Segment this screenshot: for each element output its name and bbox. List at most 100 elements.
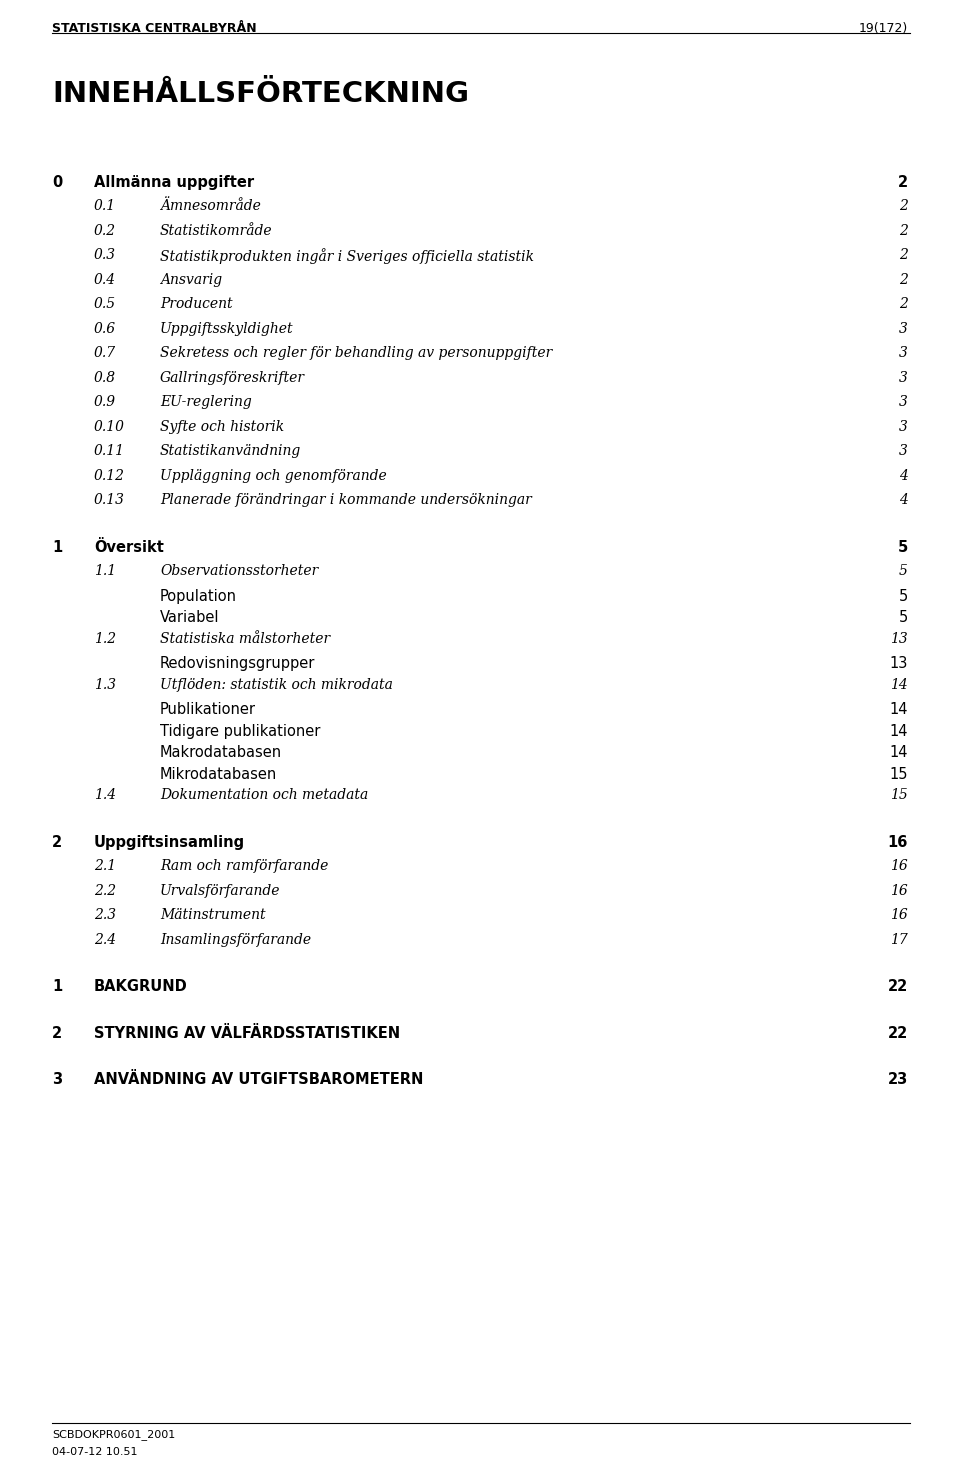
Text: 3: 3 [900, 371, 908, 385]
Text: 3: 3 [900, 396, 908, 409]
Text: 16: 16 [890, 859, 908, 874]
Text: 0.7: 0.7 [94, 347, 116, 360]
Text: 3: 3 [900, 421, 908, 434]
Text: Observationsstorheter: Observationsstorheter [160, 565, 319, 578]
Text: 17: 17 [890, 933, 908, 947]
Text: 0.2: 0.2 [94, 224, 116, 238]
Text: 1.2: 1.2 [94, 633, 116, 646]
Text: 19(172): 19(172) [859, 22, 908, 35]
Text: 2: 2 [900, 200, 908, 213]
Text: Makrodatabasen: Makrodatabasen [160, 746, 282, 761]
Text: 0.9: 0.9 [94, 396, 116, 409]
Text: Urvalsförfarande: Urvalsförfarande [160, 884, 280, 897]
Text: Uppläggning och genomförande: Uppläggning och genomförande [160, 469, 387, 482]
Text: 1.1: 1.1 [94, 565, 116, 578]
Text: 1: 1 [52, 980, 62, 994]
Text: Uppgiftsskyldighet: Uppgiftsskyldighet [160, 322, 294, 335]
Text: 22: 22 [888, 1025, 908, 1041]
Text: 0.13: 0.13 [94, 493, 125, 507]
Text: 2: 2 [52, 836, 62, 850]
Text: Planerade förändringar i kommande undersökningar: Planerade förändringar i kommande unders… [160, 493, 532, 507]
Text: Sekretess och regler för behandling av personuppgifter: Sekretess och regler för behandling av p… [160, 347, 552, 360]
Text: Population: Population [160, 588, 237, 605]
Text: 2: 2 [900, 224, 908, 238]
Text: 3: 3 [900, 322, 908, 335]
Text: 2.3: 2.3 [94, 909, 116, 922]
Text: 4: 4 [900, 469, 908, 482]
Text: 0.4: 0.4 [94, 274, 116, 287]
Text: 0.6: 0.6 [94, 322, 116, 335]
Text: 22: 22 [888, 980, 908, 994]
Text: Tidigare publikationer: Tidigare publikationer [160, 724, 321, 738]
Text: Syfte och historik: Syfte och historik [160, 421, 284, 434]
Text: Variabel: Variabel [160, 610, 220, 625]
Text: ANVÄNDNING AV UTGIFTSBAROMETERN: ANVÄNDNING AV UTGIFTSBAROMETERN [94, 1072, 423, 1087]
Text: INNEHÅLLSFÖRTECKNING: INNEHÅLLSFÖRTECKNING [52, 79, 469, 107]
Text: 13: 13 [890, 633, 908, 646]
Text: EU-reglering: EU-reglering [160, 396, 252, 409]
Text: 0.10: 0.10 [94, 421, 125, 434]
Text: 3: 3 [52, 1072, 62, 1087]
Text: 1: 1 [52, 540, 62, 555]
Text: Dokumentation och metadata: Dokumentation och metadata [160, 788, 369, 803]
Text: Redovisningsgrupper: Redovisningsgrupper [160, 656, 316, 671]
Text: 2.1: 2.1 [94, 859, 116, 874]
Text: Statistikanvändning: Statistikanvändning [160, 444, 301, 459]
Text: Statistikområde: Statistikområde [160, 224, 273, 238]
Text: Mikrodatabasen: Mikrodatabasen [160, 766, 277, 783]
Text: 04-07-12 10.51: 04-07-12 10.51 [52, 1447, 137, 1456]
Text: 5: 5 [899, 610, 908, 625]
Text: 5: 5 [898, 540, 908, 555]
Text: 14: 14 [890, 746, 908, 761]
Text: 3: 3 [900, 347, 908, 360]
Text: 23: 23 [888, 1072, 908, 1087]
Text: STYRNING AV VÄLFÄRDSSTATISTIKEN: STYRNING AV VÄLFÄRDSSTATISTIKEN [94, 1025, 400, 1041]
Text: 2.2: 2.2 [94, 884, 116, 897]
Text: 0.1: 0.1 [94, 200, 116, 213]
Text: 0.12: 0.12 [94, 469, 125, 482]
Text: 14: 14 [890, 678, 908, 691]
Text: 0.8: 0.8 [94, 371, 116, 385]
Text: 2: 2 [898, 175, 908, 190]
Text: 1.4: 1.4 [94, 788, 116, 803]
Text: Statistiska målstorheter: Statistiska målstorheter [160, 633, 330, 646]
Text: 0.3: 0.3 [94, 249, 116, 262]
Text: 16: 16 [890, 909, 908, 922]
Text: Producent: Producent [160, 297, 232, 312]
Text: Uppgiftsinsamling: Uppgiftsinsamling [94, 836, 245, 850]
Text: 2: 2 [900, 274, 908, 287]
Text: 0.11: 0.11 [94, 444, 125, 459]
Text: Gallringsföreskrifter: Gallringsföreskrifter [160, 371, 305, 385]
Text: Allmänna uppgifter: Allmänna uppgifter [94, 175, 254, 190]
Text: 14: 14 [890, 724, 908, 738]
Text: Utflöden: statistik och mikrodata: Utflöden: statistik och mikrodata [160, 678, 393, 691]
Text: STATISTISKA CENTRALBYRÅN: STATISTISKA CENTRALBYRÅN [52, 22, 256, 35]
Text: Ram och ramförfarande: Ram och ramförfarande [160, 859, 328, 874]
Text: 1.3: 1.3 [94, 678, 116, 691]
Text: 16: 16 [888, 836, 908, 850]
Text: Insamlingsförfarande: Insamlingsförfarande [160, 933, 311, 947]
Text: 5: 5 [899, 588, 908, 605]
Text: 16: 16 [890, 884, 908, 897]
Text: 2: 2 [900, 249, 908, 262]
Text: 5: 5 [900, 565, 908, 578]
Text: 15: 15 [890, 766, 908, 783]
Text: 2: 2 [52, 1025, 62, 1041]
Text: Ansvarig: Ansvarig [160, 274, 222, 287]
Text: SCBDOKPR0601_2001: SCBDOKPR0601_2001 [52, 1428, 176, 1440]
Text: Statistikprodukten ingår i Sveriges officiella statistik: Statistikprodukten ingår i Sveriges offi… [160, 249, 534, 265]
Text: 0.5: 0.5 [94, 297, 116, 312]
Text: 0: 0 [52, 175, 62, 190]
Text: Mätinstrument: Mätinstrument [160, 909, 266, 922]
Text: Publikationer: Publikationer [160, 703, 256, 718]
Text: Översikt: Översikt [94, 540, 164, 555]
Text: 13: 13 [890, 656, 908, 671]
Text: 14: 14 [890, 703, 908, 718]
Text: 15: 15 [890, 788, 908, 803]
Text: Ämnesområde: Ämnesområde [160, 200, 261, 213]
Text: BAKGRUND: BAKGRUND [94, 980, 188, 994]
Text: 2: 2 [900, 297, 908, 312]
Text: 2.4: 2.4 [94, 933, 116, 947]
Text: 3: 3 [900, 444, 908, 459]
Text: 4: 4 [900, 493, 908, 507]
